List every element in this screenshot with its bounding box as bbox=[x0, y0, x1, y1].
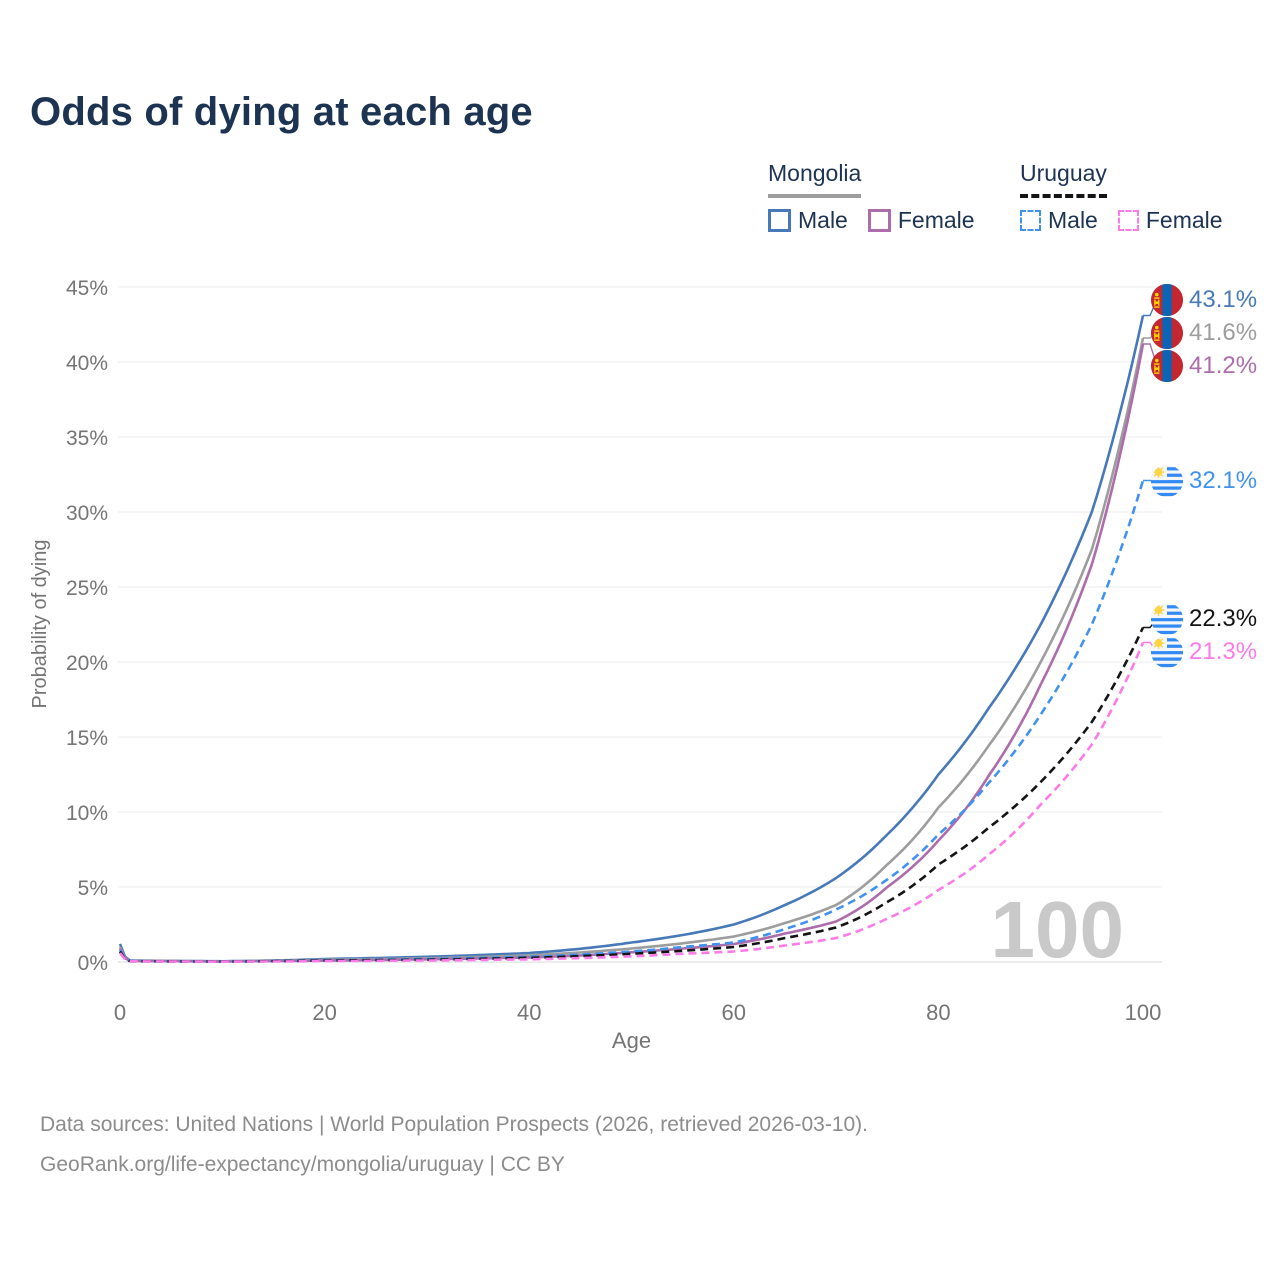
legend-item-mongolia-female: Female bbox=[867, 207, 975, 234]
y-tick-label: 45% bbox=[66, 277, 108, 300]
y-tick-label: 20% bbox=[66, 652, 108, 675]
series-line-uruguay-female bbox=[118, 641, 1145, 963]
y-tick-label: 0% bbox=[78, 952, 108, 975]
end-label-connector-mongolia-both bbox=[1143, 331, 1161, 339]
y-tick-label: 10% bbox=[66, 802, 108, 825]
legend-group-uruguay: Uruguay Male Female bbox=[1020, 160, 1243, 234]
x-tick-label: 40 bbox=[517, 1000, 541, 1025]
end-label-connector-uruguay-both bbox=[1143, 617, 1161, 629]
legend-item-uruguay-female: Female bbox=[1117, 207, 1223, 234]
legend-item-label: Male bbox=[1048, 207, 1098, 233]
uruguay-female-swatch-icon bbox=[1117, 210, 1139, 231]
x-tick-label: 0 bbox=[114, 1000, 126, 1025]
x-tick-label: 20 bbox=[312, 1000, 336, 1025]
y-tick-label: 25% bbox=[66, 577, 108, 600]
y-tick-label: 30% bbox=[66, 502, 108, 525]
age-watermark: 100 bbox=[991, 885, 1124, 974]
legend-item-uruguay-male: Male bbox=[1020, 207, 1098, 234]
y-tick-label: 5% bbox=[78, 877, 108, 900]
legend-country-mongolia: Mongolia bbox=[768, 160, 862, 198]
legend-items-uruguay: Male Female bbox=[1020, 207, 1243, 234]
y-tick-label: 40% bbox=[66, 352, 108, 375]
x-axis-title: Age bbox=[612, 1028, 651, 1053]
legend-item-label: Male bbox=[798, 207, 848, 233]
y-tick-label: 35% bbox=[66, 427, 108, 450]
x-tick-label: 60 bbox=[722, 1000, 746, 1025]
legend-country-uruguay: Uruguay bbox=[1020, 160, 1107, 198]
y-axis-title: Probability of dying bbox=[29, 540, 51, 709]
data-sources-line: Data sources: United Nations | World Pop… bbox=[40, 1113, 869, 1136]
series-line-mongolia-both bbox=[118, 337, 1145, 963]
mongolia-female-swatch-icon bbox=[867, 209, 891, 232]
x-tick-label: 100 bbox=[1125, 1000, 1162, 1025]
y-tick-label: 15% bbox=[66, 727, 108, 750]
x-tick-label: 80 bbox=[926, 1000, 950, 1025]
legend-item-label: Female bbox=[1145, 207, 1223, 233]
mongolia-male-swatch-icon bbox=[768, 209, 791, 232]
legend-item-mongolia-male: Male bbox=[768, 207, 848, 234]
end-label-connector-uruguay-female bbox=[1143, 641, 1161, 653]
series-line-mongolia-male bbox=[118, 315, 1145, 963]
legend-item-label: Female bbox=[897, 207, 975, 233]
end-label-connector-mongolia-male bbox=[1143, 298, 1161, 317]
footer: Data sources: United Nations | World Pop… bbox=[40, 1105, 868, 1185]
page-title: Odds of dying at each age bbox=[30, 90, 533, 134]
legend-group-mongolia: Mongolia Male Female bbox=[768, 160, 995, 234]
uruguay-male-swatch-icon bbox=[1020, 210, 1041, 231]
attribution-line: GeoRank.org/life-expectancy/mongolia/uru… bbox=[40, 1153, 565, 1176]
legend-items-mongolia: Male Female bbox=[768, 207, 995, 234]
